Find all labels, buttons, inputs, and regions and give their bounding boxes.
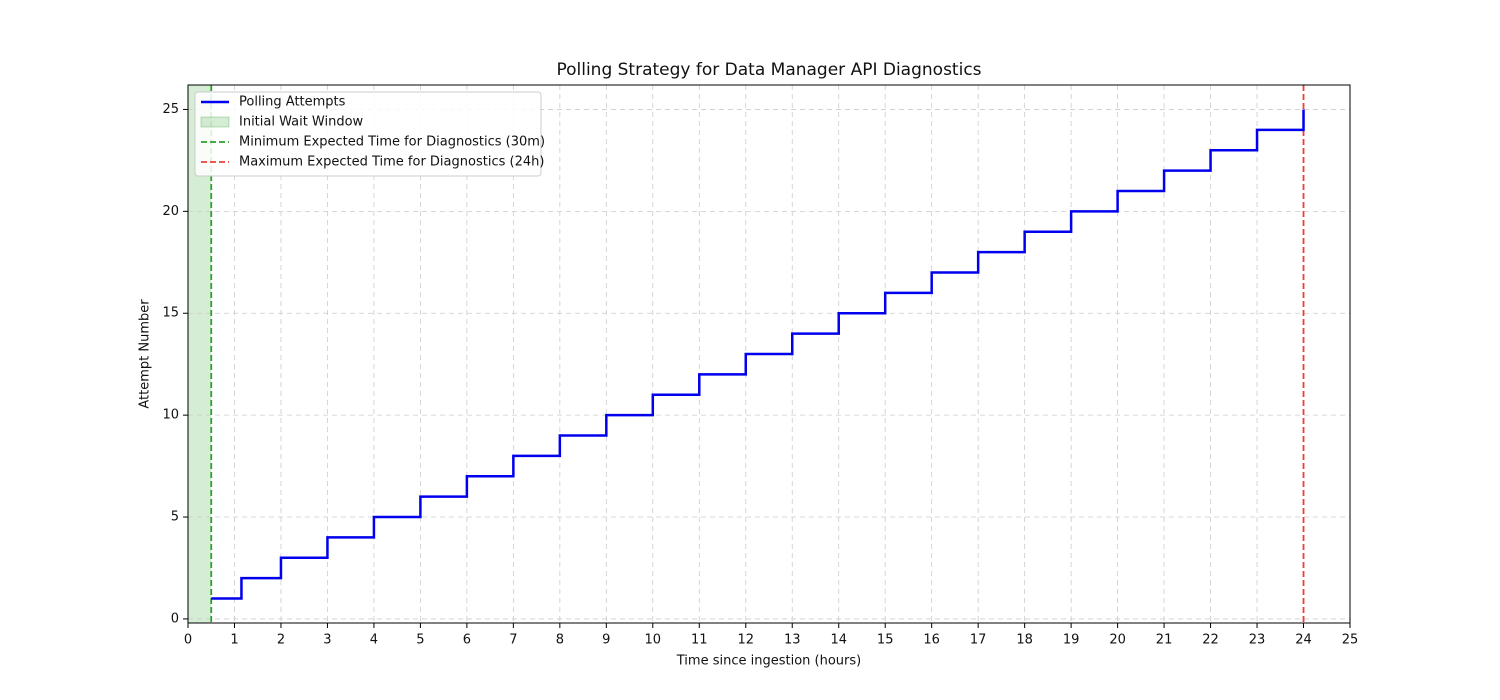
step-line	[211, 109, 1305, 600]
x-tick-label: 9	[602, 633, 610, 648]
x-axis-label: Time since ingestion (hours)	[676, 654, 861, 669]
x-tick-label: 11	[691, 633, 708, 648]
x-tick-label: 12	[737, 633, 754, 648]
y-tick-label: 0	[171, 611, 179, 626]
x-tick-label: 14	[830, 633, 847, 648]
x-tick-label: 24	[1295, 633, 1312, 648]
x-tick-label: 1	[230, 633, 238, 648]
legend-swatch	[200, 116, 230, 128]
legend-label: Maximum Expected Time for Diagnostics (2…	[239, 155, 544, 170]
x-tick-label: 22	[1202, 633, 1219, 648]
y-tick-label: 15	[162, 306, 179, 321]
x-tick-label: 16	[923, 633, 940, 648]
x-tick-label: 18	[1016, 633, 1033, 648]
x-tick-label: 0	[184, 633, 192, 648]
x-tick-label: 13	[784, 633, 801, 648]
y-axis-label: Attempt Number	[138, 299, 153, 409]
chart-title: Polling Strategy for Data Manager API Di…	[556, 60, 981, 80]
x-tick-label: 4	[370, 633, 378, 648]
x-tick-label: 7	[509, 633, 517, 648]
y-tick-label: 10	[162, 408, 179, 423]
x-tick-label: 21	[1156, 633, 1173, 648]
legend-box	[194, 91, 542, 177]
x-tick-label: 20	[1109, 633, 1126, 648]
legend-label: Minimum Expected Time for Diagnostics (3…	[239, 135, 545, 150]
y-tick-label: 20	[162, 204, 179, 219]
x-tick-label: 17	[970, 633, 987, 648]
x-tick-label: 2	[277, 633, 285, 648]
x-tick-label: 25	[1342, 633, 1359, 648]
x-tick-label: 3	[323, 633, 331, 648]
x-tick-label: 5	[416, 633, 424, 648]
legend-label: Initial Wait Window	[239, 115, 364, 130]
x-tick-label: 15	[877, 633, 894, 648]
x-tick-label: 6	[463, 633, 471, 648]
x-tick-label: 19	[1063, 633, 1080, 648]
legend: Polling Attempts Initial Wait Window Minim…	[194, 91, 545, 177]
y-tick-label: 25	[162, 102, 179, 117]
y-tick-label: 5	[171, 510, 179, 525]
plot-frame	[187, 84, 1351, 624]
span	[188, 85, 212, 623]
x-tick-label: 8	[556, 633, 564, 648]
x-tick-label: 10	[645, 633, 662, 648]
x-tick-label: 23	[1249, 633, 1266, 648]
legend-label: Polling Attempts	[239, 95, 346, 110]
